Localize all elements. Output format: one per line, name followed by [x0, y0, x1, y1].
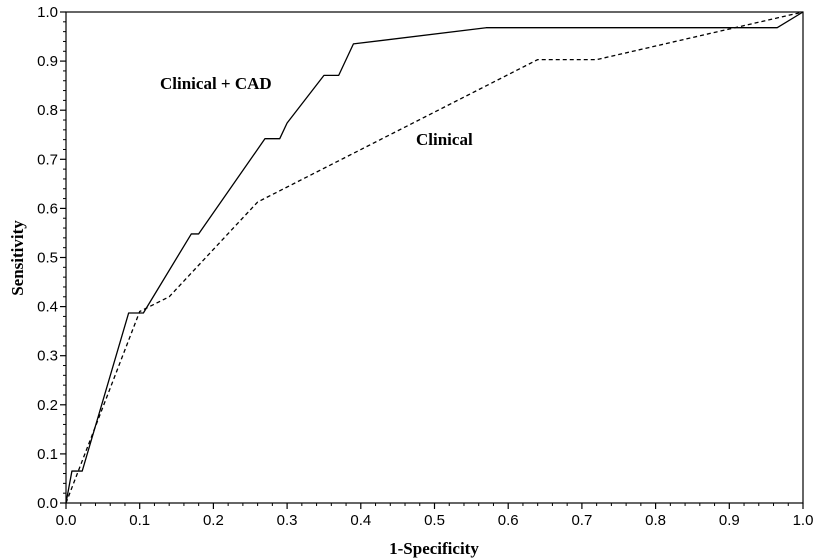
y-tick-label-9: 0.9 [37, 53, 58, 70]
x-tick-label-10: 1.0 [793, 512, 814, 529]
x-tick-label-9: 0.9 [719, 512, 740, 529]
y-tick-label-1: 0.1 [37, 446, 58, 463]
x-tick-label-8: 0.8 [645, 512, 666, 529]
x-tick-label-5: 0.5 [424, 512, 445, 529]
y-tick-label-2: 0.2 [37, 397, 58, 414]
x-tick-label-3: 0.3 [277, 512, 298, 529]
x-tick-label-0: 0.0 [56, 512, 77, 529]
y-axis-title: Sensitivity [8, 220, 27, 296]
y-tick-label-0: 0.0 [37, 495, 58, 512]
x-tick-label-6: 0.6 [498, 512, 519, 529]
series-line-clinical-cad [65, 11, 804, 504]
x-axis: 0.0 0.1 0.2 0.3 0.4 0.5 0.6 0.7 0.8 0.9 1.0 [56, 503, 814, 529]
y-tick-label-8: 0.8 [37, 102, 58, 119]
y-tick-label-6: 0.6 [37, 200, 58, 217]
x-tick-label-7: 0.7 [571, 512, 592, 529]
y-tick-label-3: 0.3 [37, 348, 58, 365]
series-line-clinical [65, 11, 804, 504]
y-tick-label-7: 0.7 [37, 151, 58, 168]
clinical-label: Clinical [416, 130, 473, 149]
x-tick-label-2: 0.2 [203, 512, 224, 529]
x-axis-title: 1-Specificity [389, 539, 479, 558]
clinical-cad-label: Clinical + CAD [160, 74, 272, 93]
x-tick-label-1: 0.1 [129, 512, 150, 529]
x-tick-label-4: 0.4 [350, 512, 371, 529]
y-axis: 0.0 0.1 0.2 0.3 0.4 0.5 0.6 0.7 0.8 0.9 1.0 [37, 4, 66, 512]
series-layer [65, 11, 804, 504]
y-tick-label-5: 0.5 [37, 250, 58, 267]
y-tick-label-10: 1.0 [37, 4, 58, 21]
y-tick-label-4: 0.4 [37, 299, 58, 316]
